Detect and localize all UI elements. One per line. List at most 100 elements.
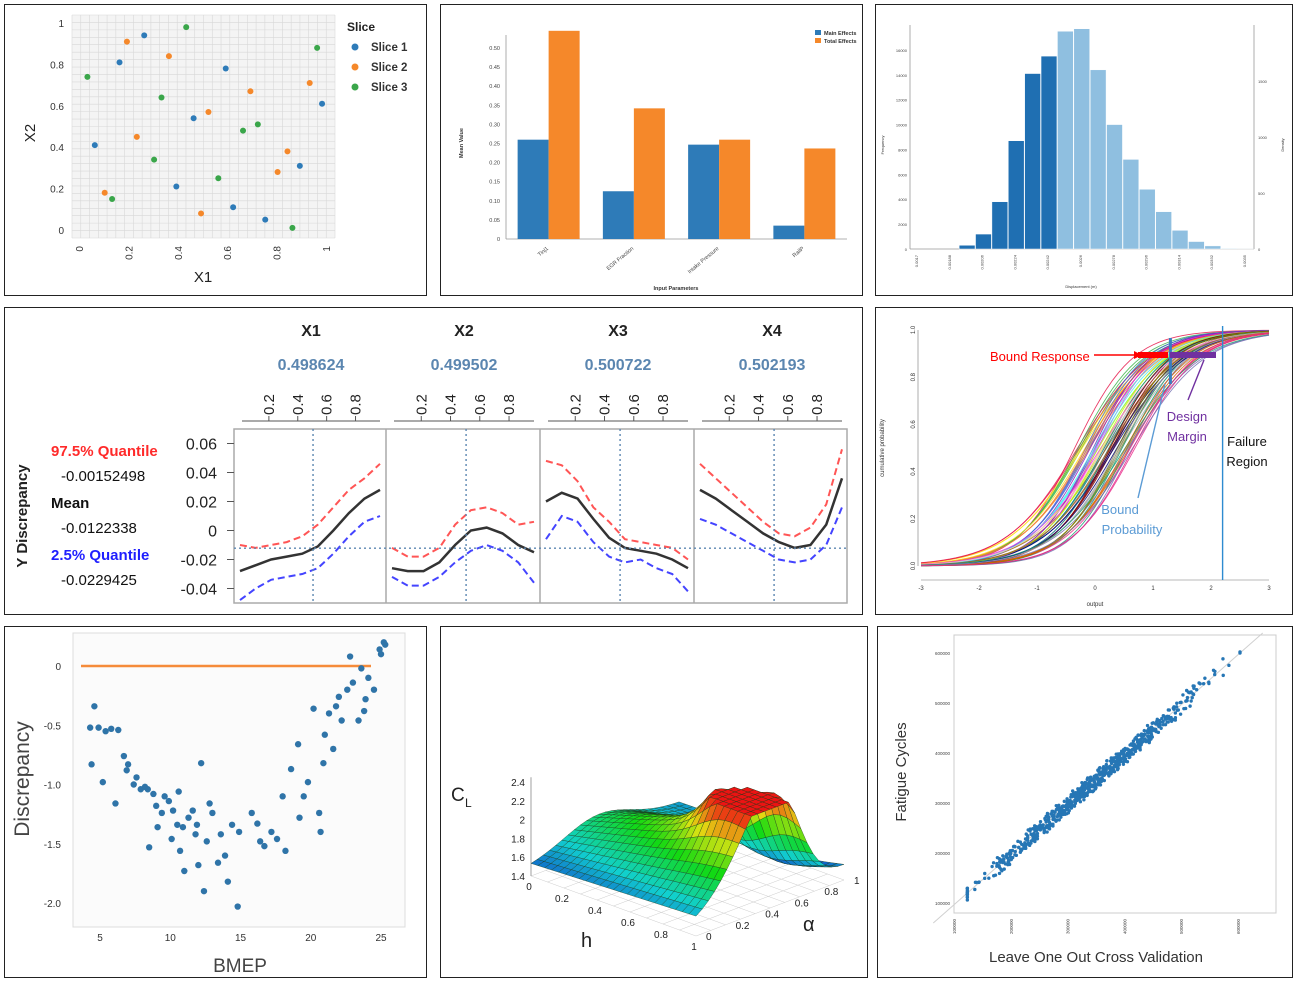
data-point [151, 156, 158, 163]
data-point [294, 741, 302, 748]
data-point [174, 821, 181, 828]
y2-axis-label: Density [1280, 138, 1285, 151]
y-tick-label: 0.35 [489, 103, 500, 109]
legend-marker [351, 83, 359, 91]
data-point [344, 686, 351, 693]
data-point [1010, 855, 1015, 860]
x-tick-label: 0.8 [809, 394, 826, 415]
data-point [123, 38, 130, 45]
data-point [1157, 718, 1162, 723]
data-point [377, 650, 385, 658]
y-tick-label: 0 [905, 247, 908, 252]
legend-value: -0.00152498 [61, 468, 145, 485]
factor-name: X4 [762, 323, 782, 340]
data-point [209, 809, 216, 817]
x-tick-label: 2 [1209, 586, 1213, 592]
bound-probability-label: Probability [1102, 522, 1163, 537]
histogram-bar [991, 201, 1009, 250]
data-point [1007, 862, 1012, 867]
data-point [1203, 676, 1207, 680]
data-point [1014, 853, 1019, 858]
displacement-histogram: 0 2000 4000 6000 8000 10000 12000 14000 16000 0 50… [880, 25, 1285, 289]
data-point [973, 887, 977, 892]
y-tick-label: -1.5 [44, 840, 62, 851]
data-point [1115, 767, 1120, 771]
surface-facet [688, 906, 703, 917]
x-tick-label: 400000 [1122, 919, 1127, 935]
data-point [1129, 748, 1134, 753]
data-point [1189, 699, 1193, 703]
data-point [1055, 814, 1060, 819]
x-tick-label: 15 [235, 933, 247, 944]
bar [633, 108, 665, 239]
data-point [1179, 700, 1183, 705]
data-point [183, 24, 190, 31]
data-point [1172, 706, 1176, 711]
plot-background [72, 632, 406, 928]
data-point [1105, 759, 1109, 763]
y-tick-label: 0 [208, 524, 217, 541]
data-point [108, 725, 115, 733]
data-point [165, 53, 172, 60]
data-point [1142, 728, 1146, 733]
x-tick-label: 5 [97, 933, 103, 944]
floor-grid [646, 861, 795, 919]
y-tick-label: 0.45 [489, 65, 500, 71]
data-point [358, 665, 365, 672]
data-point [88, 761, 95, 768]
data-point [1198, 682, 1202, 686]
failure-region-label: Failure [1227, 434, 1267, 449]
y-tick-label: 600000 [935, 651, 951, 656]
y-axis-label: Fatigue Cycles [893, 722, 910, 821]
y-axis-label: Discrepancy [11, 721, 34, 837]
data-point [1032, 838, 1036, 843]
data-point [1001, 854, 1005, 858]
y-tick-label: 0.8 [50, 60, 64, 71]
data-point [1068, 798, 1072, 803]
x-tick-label: 0.4 [174, 246, 185, 260]
x-tick-label: 0.0017 [914, 254, 919, 267]
floor-grid [662, 867, 812, 925]
data-point [99, 778, 107, 786]
x-tick-label: 0.00188 [947, 254, 952, 269]
y2-tick-label: 1500 [1258, 79, 1268, 84]
data-point [1073, 791, 1078, 795]
x-tick-label: 600000 [1236, 919, 1241, 935]
panel-sensitivity-bars: 0 0.05 0.10 0.15 0.20 0.25 0.30 0.35 0.40 0.45 0.5… [440, 4, 863, 296]
discrepancy-scatter: 0 -0.5 -1.0 -1.5 -2.0 5 10 15 20 25 BMEP Discrepanc… [11, 632, 406, 977]
data-point [1026, 841, 1031, 845]
data-point [1000, 860, 1005, 865]
data-point [965, 886, 970, 891]
data-point [193, 821, 201, 828]
alpha-axis-label: α [803, 914, 815, 936]
data-point [370, 686, 378, 693]
x-tick-label: 1 [1151, 586, 1155, 592]
data-point [1045, 825, 1050, 830]
data-point [200, 887, 208, 895]
upper-quantile-curve [699, 449, 843, 538]
data-point [169, 807, 177, 814]
data-point [1007, 852, 1012, 856]
data-point [1029, 839, 1033, 843]
x-tick-label: 0.6 [472, 394, 489, 415]
bar [602, 191, 634, 239]
data-point [362, 695, 369, 703]
data-point [1057, 810, 1062, 814]
data-point [1023, 843, 1027, 847]
histogram-bar [1073, 28, 1090, 250]
y-tick-label: 4000 [898, 197, 908, 202]
data-point [1013, 849, 1018, 854]
data-point [1019, 848, 1024, 852]
data-point [1002, 857, 1006, 861]
data-point [1098, 772, 1102, 777]
z-tick-label: 1.8 [511, 834, 525, 845]
x-tick-label: 0.2 [413, 394, 430, 415]
data-point [1169, 719, 1174, 723]
data-point [1126, 751, 1130, 755]
data-point [1046, 816, 1051, 821]
discrepancy-profiler: 0.06 0.04 0.02 0 -0.02 -0.04 Y Discrepancy 97.5… [14, 323, 848, 604]
data-point [165, 797, 173, 805]
lower-quantile-curve [699, 506, 843, 564]
x-tick-label: 0.00332 [1209, 254, 1214, 269]
mean-curve [391, 526, 535, 573]
